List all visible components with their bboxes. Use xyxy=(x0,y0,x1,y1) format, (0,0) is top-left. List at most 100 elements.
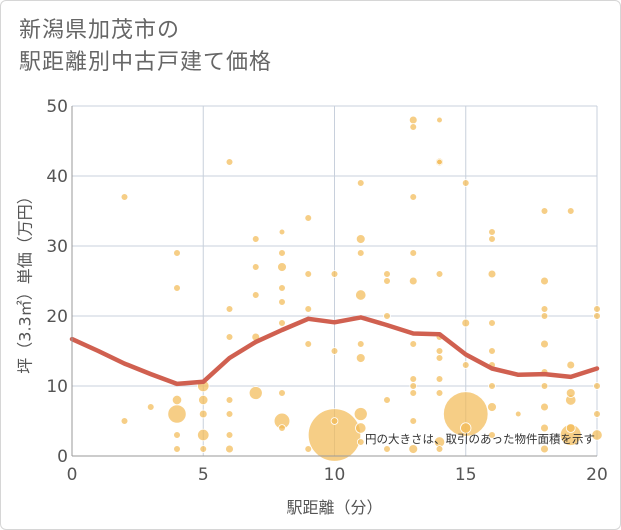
data-bubble xyxy=(383,312,391,320)
y-tick-label: 20 xyxy=(46,307,68,327)
y-tick-label: 40 xyxy=(46,167,68,187)
data-bubble xyxy=(488,319,496,327)
data-bubble xyxy=(225,333,234,341)
data-bubble xyxy=(173,445,181,453)
data-bubble xyxy=(278,424,286,432)
data-bubble xyxy=(251,291,260,299)
data-bubble xyxy=(460,422,472,434)
y-tick-labels: 0 10 20 30 40 50 xyxy=(46,97,68,467)
data-bubble xyxy=(304,445,313,453)
data-bubble xyxy=(540,339,549,349)
data-bubble xyxy=(593,382,601,390)
y-tick-label: 10 xyxy=(46,377,68,397)
data-bubble xyxy=(383,445,391,453)
data-bubble xyxy=(436,158,443,166)
data-bubble xyxy=(409,249,418,257)
data-bubble xyxy=(435,445,444,453)
data-bubble xyxy=(488,235,496,243)
data-bubble xyxy=(330,417,339,425)
data-bubble xyxy=(461,361,470,369)
data-bubble xyxy=(488,347,496,355)
x-axis-label: 駅距離（分） xyxy=(286,498,382,517)
data-bubble xyxy=(304,270,313,278)
x-tick-label: 5 xyxy=(198,465,209,485)
data-bubble xyxy=(540,276,549,286)
data-bubble xyxy=(409,340,418,348)
y-tick-label: 50 xyxy=(46,97,68,117)
data-bubble xyxy=(277,262,287,272)
trend-line-group xyxy=(69,315,600,387)
data-bubble xyxy=(409,375,418,383)
data-bubble xyxy=(409,193,418,201)
data-bubble xyxy=(304,340,313,348)
data-bubble xyxy=(304,305,313,313)
data-bubble xyxy=(225,431,234,439)
data-bubble xyxy=(593,312,601,320)
data-bubble xyxy=(120,417,129,425)
data-bubble xyxy=(540,305,549,313)
data-bubble xyxy=(171,394,183,406)
data-bubble xyxy=(408,115,418,125)
data-bubble xyxy=(173,284,181,292)
data-bubble xyxy=(514,410,522,418)
data-bubble xyxy=(591,429,603,441)
data-bubble xyxy=(408,276,418,286)
data-bubble xyxy=(199,445,208,453)
data-bubble xyxy=(409,417,418,425)
data-bubble xyxy=(120,193,129,201)
data-bubble xyxy=(278,284,286,292)
title-line-1: 新潟県加茂市の xyxy=(19,18,181,43)
size-annotation: 円の大きさは、取引のあった物件面積を示す xyxy=(365,432,595,446)
chart-title: 新潟県加茂市の 駅距離別中古戸建て価格 xyxy=(19,15,272,79)
data-bubble xyxy=(225,305,234,313)
data-bubble xyxy=(409,389,418,397)
data-bubble xyxy=(461,318,471,328)
data-bubble xyxy=(488,228,496,236)
x-tick-labels: 0 5 10 15 20 xyxy=(67,465,608,485)
data-bubble xyxy=(167,404,187,424)
data-bubble xyxy=(355,353,366,363)
data-bubble xyxy=(356,438,365,446)
data-bubble xyxy=(566,360,576,370)
plot-frame xyxy=(71,106,597,457)
data-bubble xyxy=(225,410,234,418)
data-bubble xyxy=(461,179,470,187)
data-bubble xyxy=(355,234,366,244)
x-tick-label: 20 xyxy=(586,465,608,485)
data-bubble xyxy=(330,347,339,355)
data-bubble xyxy=(278,389,286,397)
data-bubble xyxy=(278,249,286,257)
data-bubble xyxy=(435,375,444,383)
y-tick-label: 0 xyxy=(57,447,68,467)
data-bubble xyxy=(173,431,181,439)
data-bubble xyxy=(488,382,496,390)
data-bubble xyxy=(356,179,365,187)
data-bubble xyxy=(304,214,313,222)
data-bubble xyxy=(383,270,391,278)
x-tick-label: 10 xyxy=(324,465,346,485)
data-bubble xyxy=(487,269,497,279)
data-bubble xyxy=(355,422,367,434)
data-bubble xyxy=(278,319,286,327)
data-bubble xyxy=(278,228,286,236)
data-bubble xyxy=(540,382,549,390)
data-bubble xyxy=(409,382,418,390)
data-bubble xyxy=(383,277,391,285)
data-bubble xyxy=(436,116,443,124)
data-bubble xyxy=(443,391,489,437)
data-bubble xyxy=(487,402,497,412)
data-bubble xyxy=(278,298,286,306)
data-bubble xyxy=(225,396,234,404)
data-bubble xyxy=(593,305,601,313)
y-axis-label: 坪（3.3㎡）単価（万円） xyxy=(16,188,35,373)
data-bubble xyxy=(146,403,155,411)
data-bubble xyxy=(488,431,496,439)
x-tick-label: 15 xyxy=(455,465,477,485)
data-bubble xyxy=(173,249,181,257)
data-bubble xyxy=(565,388,576,398)
data-bubble xyxy=(540,312,549,320)
data-bubble xyxy=(355,289,367,301)
data-bubble xyxy=(356,340,365,348)
data-bubble xyxy=(307,408,362,462)
data-bubble xyxy=(197,428,210,442)
